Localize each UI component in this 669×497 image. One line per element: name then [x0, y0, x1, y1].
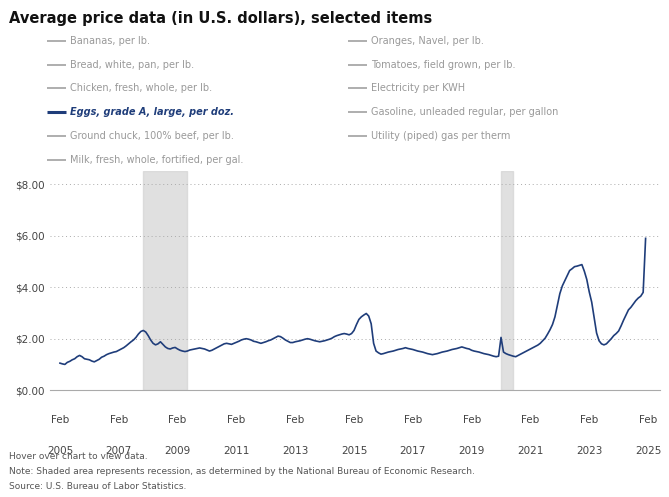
Text: 2017: 2017: [399, 446, 426, 456]
Text: Gasoline, unleaded regular, per gallon: Gasoline, unleaded regular, per gallon: [371, 107, 559, 117]
Text: Feb: Feb: [403, 415, 422, 425]
Text: Oranges, Navel, per lb.: Oranges, Navel, per lb.: [371, 36, 484, 46]
Bar: [501, 171, 513, 390]
Bar: [143, 171, 187, 390]
Text: Ground chuck, 100% beef, per lb.: Ground chuck, 100% beef, per lb.: [70, 131, 234, 141]
Text: Feb: Feb: [286, 415, 304, 425]
Text: Source: U.S. Bureau of Labor Statistics.: Source: U.S. Bureau of Labor Statistics.: [9, 482, 186, 491]
Text: Average price data (in U.S. dollars), selected items: Average price data (in U.S. dollars), se…: [9, 11, 432, 26]
Text: Tomatoes, field grown, per lb.: Tomatoes, field grown, per lb.: [371, 60, 516, 70]
Text: Feb: Feb: [462, 415, 481, 425]
Text: 2025: 2025: [635, 446, 661, 456]
Text: 2009: 2009: [165, 446, 191, 456]
Text: 2015: 2015: [341, 446, 367, 456]
Text: 2019: 2019: [458, 446, 485, 456]
Text: Milk, fresh, whole, fortified, per gal.: Milk, fresh, whole, fortified, per gal.: [70, 155, 244, 165]
Text: 2013: 2013: [282, 446, 308, 456]
Text: Feb: Feb: [580, 415, 598, 425]
Text: 2007: 2007: [106, 446, 132, 456]
Text: 2021: 2021: [517, 446, 544, 456]
Text: Feb: Feb: [345, 415, 363, 425]
Text: Feb: Feb: [169, 415, 187, 425]
Text: Feb: Feb: [110, 415, 128, 425]
Text: Eggs, grade A, large, per doz.: Eggs, grade A, large, per doz.: [70, 107, 234, 117]
Text: Utility (piped) gas per therm: Utility (piped) gas per therm: [371, 131, 510, 141]
Text: 2023: 2023: [576, 446, 602, 456]
Text: Feb: Feb: [639, 415, 657, 425]
Text: Chicken, fresh, whole, per lb.: Chicken, fresh, whole, per lb.: [70, 83, 212, 93]
Text: Feb: Feb: [227, 415, 246, 425]
Text: Feb: Feb: [51, 415, 69, 425]
Text: Bread, white, pan, per lb.: Bread, white, pan, per lb.: [70, 60, 195, 70]
Text: 2005: 2005: [47, 446, 73, 456]
Text: Electricity per KWH: Electricity per KWH: [371, 83, 466, 93]
Text: Hover over chart to view data.: Hover over chart to view data.: [9, 452, 147, 461]
Text: 2011: 2011: [223, 446, 250, 456]
Text: Bananas, per lb.: Bananas, per lb.: [70, 36, 151, 46]
Text: Note: Shaded area represents recession, as determined by the National Bureau of : Note: Shaded area represents recession, …: [9, 467, 474, 476]
Text: Feb: Feb: [521, 415, 540, 425]
